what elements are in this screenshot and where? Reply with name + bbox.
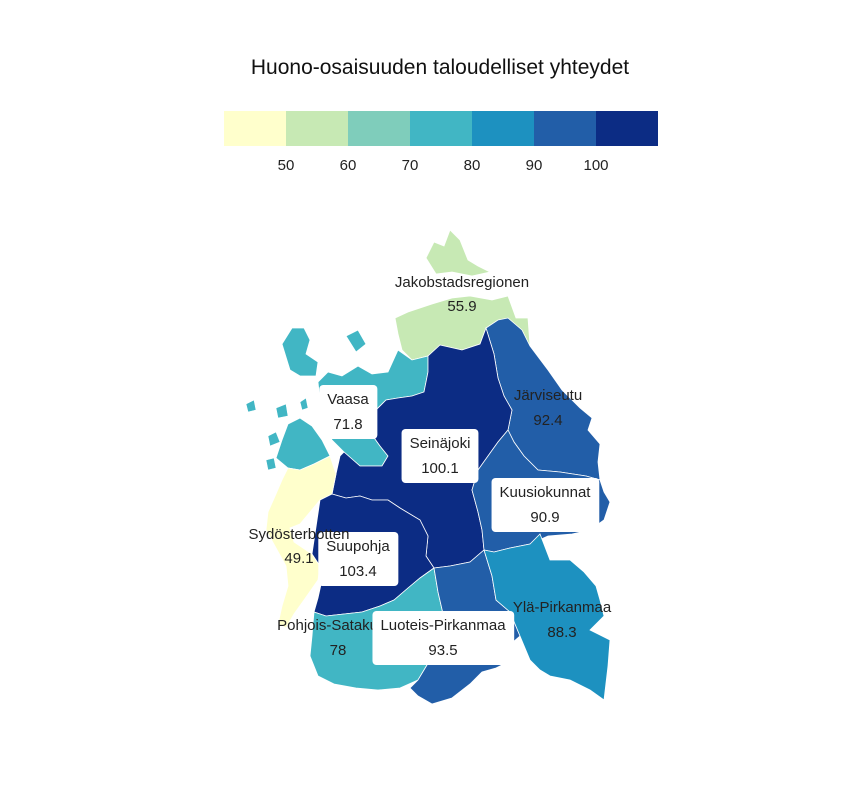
region-name-label: Jakobstadsregionen [395, 274, 529, 291]
island-vaasa [265, 457, 277, 471]
region-name-label: Vaasa [327, 391, 369, 408]
region-value-label: 90.9 [530, 509, 559, 526]
legend-swatch-6 [596, 111, 658, 146]
legend-tick-label: 60 [340, 157, 357, 174]
legend-tick-label: 70 [402, 157, 419, 174]
region-value-label: 103.4 [339, 563, 377, 580]
region-value-label: 93.5 [428, 642, 457, 659]
legend-tick-label: 90 [526, 157, 543, 174]
island-vaasa [245, 399, 257, 413]
region-name-label: Seinäjoki [410, 435, 471, 452]
label-kuusiokunnat: Kuusiokunnat 90.9 [491, 478, 600, 532]
legend-swatch-3 [410, 111, 472, 146]
legend-tick-label: 50 [278, 157, 295, 174]
label-jakobstad: Jakobstadsregionen 55.9 [395, 274, 529, 315]
region-value-label: 55.9 [447, 298, 476, 315]
region-value-label: 92.4 [533, 412, 562, 429]
label-box [318, 532, 399, 586]
legend-tick-label: 80 [464, 157, 481, 174]
label-suupohja: Suupohja 103.4 [318, 532, 399, 586]
region-vaasa[interactable] [281, 327, 319, 377]
legend-swatch-5 [534, 111, 596, 146]
map-title: Huono-osaisuuden taloudelliset yhteydet [250, 56, 630, 79]
island-vaasa [275, 403, 289, 419]
legend-swatch-4 [472, 111, 534, 146]
label-seinajoki: Seinäjoki 100.1 [401, 429, 479, 483]
label-luoteis-pirkanmaa: Luoteis-Pirkanmaa 93.5 [372, 611, 515, 665]
region-name-label: Luoteis-Pirkanmaa [380, 617, 506, 634]
region-name-label: Kuusiokunnat [500, 484, 592, 501]
legend-swatch-2 [348, 111, 410, 146]
legend-swatch-0 [224, 111, 286, 146]
region-name-label: Järviseutu [514, 387, 582, 404]
region-name-label: Sydösterbotten [249, 526, 350, 543]
label-jarviseutu: Järviseutu 92.4 [514, 387, 582, 429]
label-pohjois-satakunta: Pohjois-Satakunta 78 [277, 617, 399, 659]
region-labels: Jakobstadsregionen 55.9 Vaasa 71.8 Seinäjoki… [249, 274, 612, 665]
color-legend: 50 60 70 80 90 100 [224, 111, 658, 174]
legend-tick-label: 100 [583, 157, 608, 174]
region-value-label: 100.1 [421, 460, 459, 477]
region-yla-pirkanmaa[interactable] [483, 533, 611, 701]
region-vaasa[interactable] [345, 329, 367, 353]
label-box [319, 385, 378, 439]
region-value-label: 88.3 [547, 624, 576, 641]
region-name-label: Pohjois-Satakunta [277, 617, 399, 634]
region-value-label: 49.1 [284, 550, 313, 567]
region-name-label: Ylä-Pirkanmaa [513, 599, 612, 616]
label-box [372, 611, 515, 665]
region-name-label: Suupohja [326, 538, 390, 555]
region-value-label: 71.8 [333, 416, 362, 433]
island-vaasa [267, 431, 281, 447]
legend-swatch-1 [286, 111, 348, 146]
label-yla-pirkanmaa: Ylä-Pirkanmaa 88.3 [513, 599, 612, 641]
label-vaasa: Vaasa 71.8 [319, 385, 378, 439]
label-box [401, 429, 479, 483]
region-jakobstad[interactable] [425, 229, 492, 277]
island-vaasa [299, 397, 309, 411]
region-sydosterbotten[interactable] [265, 455, 337, 629]
label-sydosterbotten: Sydösterbotten 49.1 [249, 526, 350, 567]
label-box [491, 478, 600, 532]
region-value-label: 78 [330, 642, 347, 659]
